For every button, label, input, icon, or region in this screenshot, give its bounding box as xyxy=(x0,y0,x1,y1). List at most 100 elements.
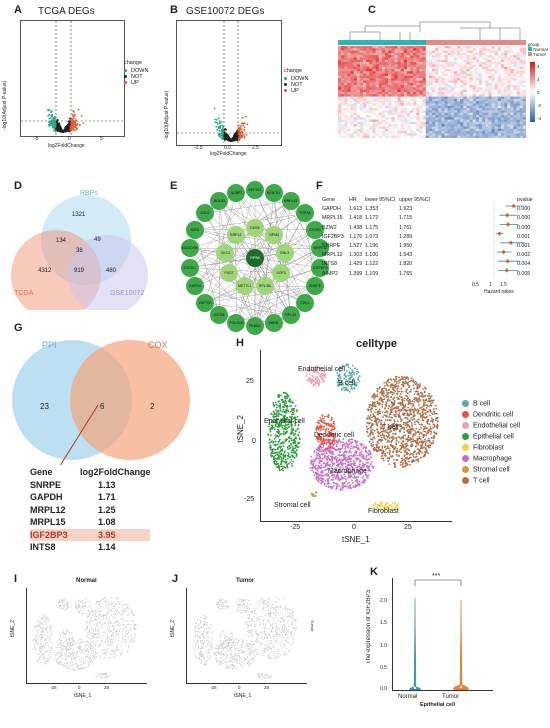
heatmap-cell xyxy=(341,85,345,88)
heatmap-cell xyxy=(485,85,489,88)
heatmap-cell xyxy=(385,89,389,93)
heatmap-cell xyxy=(510,80,514,84)
heatmap-cell xyxy=(397,55,401,58)
heatmap-cell xyxy=(472,57,477,61)
heatmap-cell xyxy=(447,135,452,139)
heatmap-cell xyxy=(356,69,361,72)
heatmap-cell xyxy=(453,46,458,49)
heatmap-cell xyxy=(341,71,345,74)
heatmap-cell xyxy=(479,85,483,88)
heatmap-cell xyxy=(391,121,395,125)
heatmap-cell xyxy=(410,92,414,95)
network-node: IGF2BP3 xyxy=(311,258,330,277)
heatmap-cell xyxy=(410,80,414,84)
heatmap-cell xyxy=(410,66,414,70)
heatmap-cell xyxy=(485,110,489,113)
heatmap-cell xyxy=(516,103,521,107)
heatmap-cell xyxy=(341,133,345,136)
heatmap-cell xyxy=(463,66,467,70)
heatmap-cell xyxy=(438,59,442,63)
heatmap-cell xyxy=(438,128,442,132)
heatmap-cell xyxy=(388,96,392,100)
tsne-point xyxy=(424,453,426,456)
heatmap-cell xyxy=(519,87,524,90)
heatmap-cell xyxy=(375,55,380,58)
heatmap-cell xyxy=(494,64,499,67)
heatmap-cell xyxy=(375,64,380,67)
heatmap-cell xyxy=(359,103,364,107)
heatmap-cell xyxy=(441,133,445,136)
heatmap-cell xyxy=(435,128,439,132)
heatmap-cell xyxy=(438,89,442,93)
heatmap-cell xyxy=(353,85,358,88)
heatmap-cell xyxy=(457,133,461,136)
tsne-point xyxy=(388,431,391,434)
heatmap-cell xyxy=(410,59,414,63)
heatmap-cell xyxy=(516,78,521,81)
heatmap-cell xyxy=(381,52,386,56)
tsne-point xyxy=(388,416,390,418)
heatmap-cell xyxy=(507,124,511,127)
heatmap-cell xyxy=(344,133,348,136)
heatmap-cell xyxy=(341,126,345,130)
heatmap-cell xyxy=(500,117,505,120)
heatmap-cell xyxy=(463,98,467,102)
heatmap-cell xyxy=(369,55,373,58)
heatmap-cell xyxy=(378,117,383,120)
heatmap-cell xyxy=(475,131,480,134)
heatmap-cell xyxy=(504,59,508,63)
venn-count: 1321 xyxy=(72,212,86,218)
heatmap-cell xyxy=(441,117,445,120)
heatmap-cell xyxy=(425,69,430,72)
tsne-point xyxy=(380,392,383,395)
heatmap-cell xyxy=(494,75,499,79)
heatmap-cell xyxy=(522,66,527,70)
heatmap-cell xyxy=(410,75,414,79)
network-node: PUS7 xyxy=(220,264,239,282)
heatmap-cell xyxy=(385,108,389,111)
heatmap-cell xyxy=(385,73,389,77)
heatmap-cell xyxy=(485,135,489,139)
heatmap-cell xyxy=(479,73,483,77)
heatmap-cell xyxy=(375,71,380,74)
heatmap-cell xyxy=(497,48,502,51)
heatmap-cell xyxy=(460,108,464,111)
heatmap-cell xyxy=(366,101,370,104)
heatmap-cell xyxy=(419,66,423,70)
heatmap-cell xyxy=(410,135,414,139)
network-node: SNRPE xyxy=(306,277,325,296)
heatmap-cell xyxy=(447,117,452,120)
heatmap-cell xyxy=(453,48,458,51)
tsne-point xyxy=(419,444,422,447)
heatmap-cell xyxy=(472,117,477,120)
volcano-point xyxy=(223,131,226,134)
heatmap-cell xyxy=(479,128,483,132)
heatmap-cell xyxy=(347,59,351,63)
volcano-point xyxy=(51,124,53,127)
heatmap-cell xyxy=(513,119,517,123)
heatmap-cell xyxy=(359,105,364,109)
volcano-point xyxy=(74,124,77,126)
tsne-point xyxy=(414,390,417,393)
heatmap-cell xyxy=(356,103,361,107)
tsne-point xyxy=(422,400,425,402)
heatmap-cell xyxy=(397,89,401,93)
heatmap-cell xyxy=(460,121,464,125)
heatmap-cell xyxy=(497,98,502,102)
heatmap-cell xyxy=(338,48,342,51)
tsne-point xyxy=(387,407,390,410)
heatmap-cell xyxy=(497,87,502,90)
venn-count: 480 xyxy=(106,268,117,274)
heatmap-cell xyxy=(453,108,458,111)
heatmap-cell xyxy=(425,126,430,130)
heatmap-cell xyxy=(485,94,489,97)
heatmap-cell xyxy=(497,46,502,49)
tsne-point xyxy=(435,407,438,410)
heatmap-cell xyxy=(366,110,370,113)
tsne-point xyxy=(412,454,415,456)
heatmap-cell xyxy=(356,85,361,88)
heatmap-cell xyxy=(378,121,383,125)
heatmap-cell xyxy=(400,101,405,104)
heatmap-cell xyxy=(388,112,392,116)
forest-cell: AIMP2 xyxy=(322,270,338,277)
